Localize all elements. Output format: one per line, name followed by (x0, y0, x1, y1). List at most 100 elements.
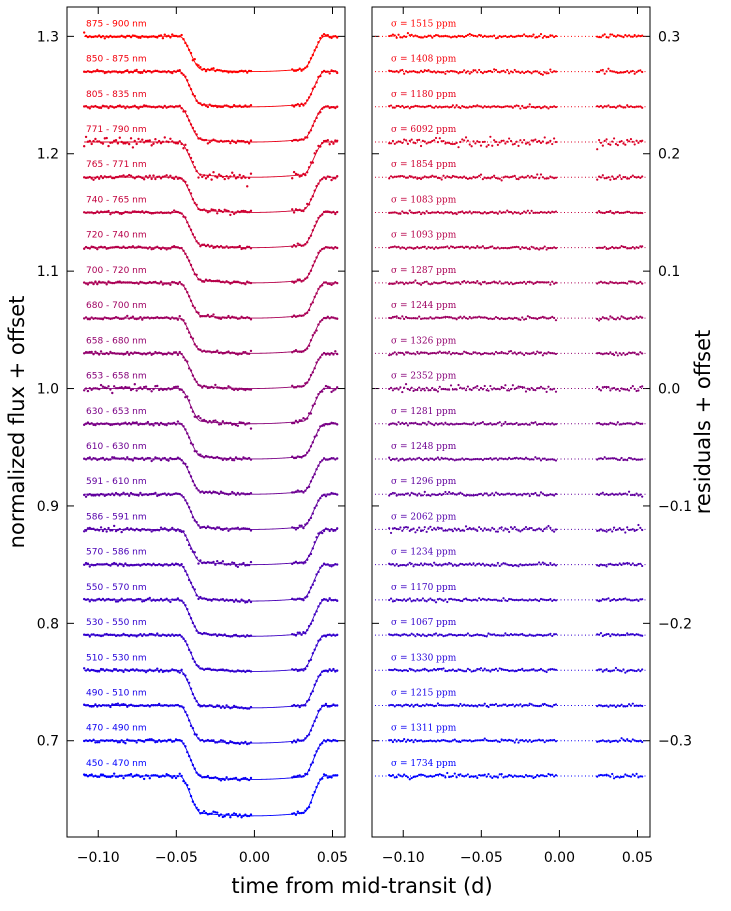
residual-point (399, 281, 401, 283)
flux-point (135, 143, 137, 145)
flux-point (224, 707, 226, 709)
flux-point (336, 457, 338, 459)
flux-point (330, 37, 332, 39)
residual-point (469, 494, 471, 496)
residual-point (497, 670, 499, 672)
residual-point (420, 178, 422, 180)
flux-point (147, 421, 149, 423)
residual-point (418, 247, 420, 249)
residual-point (448, 598, 450, 600)
flux-point (336, 353, 338, 355)
flux-point (308, 486, 310, 488)
residual-point (489, 422, 491, 424)
residual-point (474, 424, 476, 426)
flux-point (190, 795, 192, 797)
flux-point (224, 779, 226, 781)
flux-point (212, 171, 214, 173)
residual-point (529, 424, 531, 426)
residual-point (450, 36, 452, 38)
flux-point (248, 815, 250, 817)
residual-point (465, 177, 467, 179)
residual-point (538, 352, 540, 354)
flux-point (186, 751, 188, 753)
residual-point (422, 459, 424, 461)
flux-point (100, 107, 102, 109)
residual-point (605, 70, 607, 72)
residual-point (420, 530, 422, 532)
residual-point (626, 493, 628, 495)
residual-point (489, 599, 491, 601)
residual-point (493, 175, 495, 177)
flux-point (194, 130, 196, 132)
residual-point (555, 703, 557, 705)
flux-point (336, 140, 338, 142)
residual-point (452, 70, 454, 72)
residual-point (459, 211, 461, 213)
residual-point (523, 139, 525, 141)
residual-point (446, 70, 448, 72)
flux-point (323, 530, 325, 532)
flux-point (315, 221, 317, 223)
residual-point (401, 530, 403, 532)
residual-point (523, 528, 525, 530)
residual-point (622, 388, 624, 390)
residual-point (489, 494, 491, 496)
residual-point (448, 491, 450, 493)
residual-point (605, 386, 607, 388)
flux-point (218, 526, 220, 528)
flux-point (308, 131, 310, 133)
left-y-tick-label: 1.1 (37, 264, 59, 280)
residual-point (493, 599, 495, 601)
residual-point (611, 316, 613, 318)
residual-point (546, 248, 548, 250)
flux-point (317, 393, 319, 395)
residual-point (546, 281, 548, 283)
residual-point (624, 531, 626, 533)
flux-point (169, 247, 171, 249)
residual-point (525, 635, 527, 637)
residual-point (508, 598, 510, 600)
residual-point (446, 316, 448, 318)
flux-point (184, 76, 186, 78)
residual-point (525, 423, 527, 425)
residual-point (634, 494, 636, 496)
residual-point (482, 106, 484, 108)
residual-point (495, 141, 497, 143)
residual-point (467, 34, 469, 36)
residual-point (472, 634, 474, 636)
flux-point (195, 594, 197, 596)
flux-point (186, 360, 188, 362)
flux-point (302, 279, 304, 281)
residual-point (472, 105, 474, 107)
residual-point (461, 529, 463, 531)
residual-point (512, 283, 514, 285)
residual-point (617, 354, 619, 356)
residual-point (624, 71, 626, 73)
residual-point (435, 352, 437, 354)
residual-point (544, 634, 546, 636)
residual-point (463, 564, 465, 566)
residual-point (620, 423, 622, 425)
band-label: 653 - 658 nm (86, 372, 147, 382)
residual-point (626, 178, 628, 180)
residual-point (617, 34, 619, 36)
residual-point (546, 177, 548, 179)
flux-point (207, 314, 209, 316)
residual-point (433, 281, 435, 283)
flux-point (171, 777, 173, 779)
flux-point (209, 174, 211, 176)
residual-point (547, 564, 549, 566)
residual-point (444, 211, 446, 213)
residual-point (499, 704, 501, 706)
flux-point (197, 809, 199, 811)
residual-point (457, 35, 459, 37)
residual-point (551, 564, 553, 566)
residual-point (463, 634, 465, 636)
residual-point (516, 387, 518, 389)
flux-point (158, 703, 160, 705)
residual-point (426, 387, 428, 389)
residual-point (486, 635, 488, 637)
flux-point (327, 600, 329, 602)
flux-point (179, 671, 181, 673)
residual-point (624, 176, 626, 178)
